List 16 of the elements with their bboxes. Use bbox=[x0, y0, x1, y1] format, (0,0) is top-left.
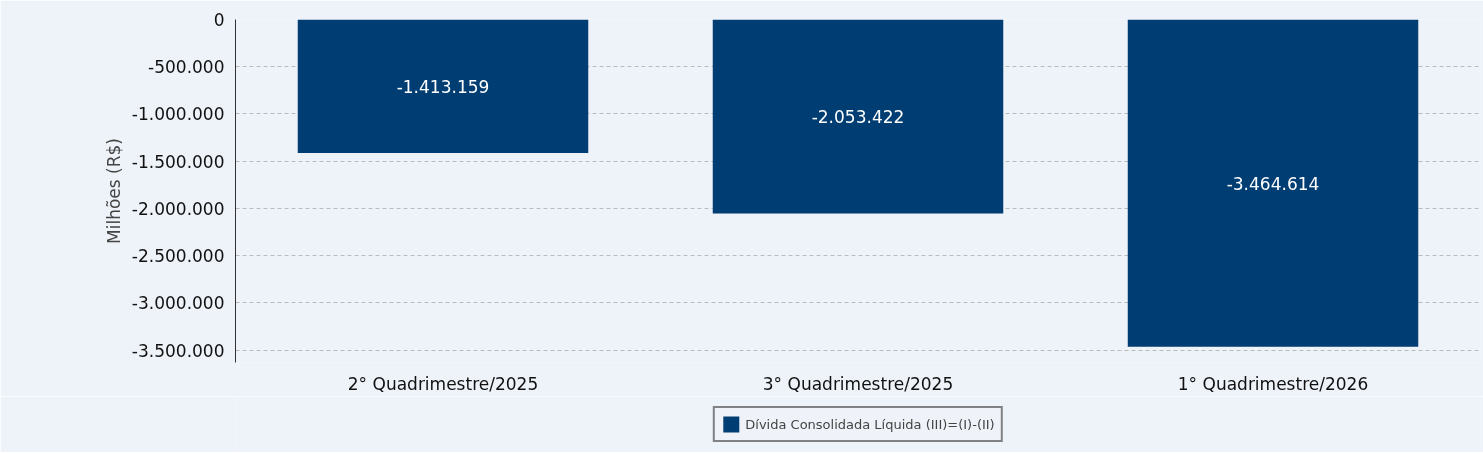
x-tick-label: 3° Quadrimestre/2025 bbox=[762, 373, 954, 394]
y-axis-title: Milhões (R$) bbox=[103, 138, 124, 244]
y-tick-label: -3.500.000 bbox=[131, 340, 225, 361]
data-label: -2.053.422 bbox=[811, 107, 905, 128]
y-tick-label: -2.000.000 bbox=[131, 198, 225, 219]
y-tick-label: -2.500.000 bbox=[131, 246, 225, 267]
x-tick-label: 2° Quadrimestre/2025 bbox=[347, 373, 539, 394]
data-label: -3.464.614 bbox=[1226, 173, 1320, 194]
x-tick-label: 1° Quadrimestre/2026 bbox=[1177, 373, 1369, 394]
data-label: -1.413.159 bbox=[396, 76, 490, 97]
y-tick-label: 0 bbox=[213, 10, 225, 30]
y-tick-label: -1.500.000 bbox=[131, 151, 225, 172]
y-tick-label: -500.000 bbox=[148, 57, 225, 78]
y-tick-label: -3.000.000 bbox=[131, 293, 225, 314]
legend-label: Dívida Consolidada Líquida (III)=(I)-(II) bbox=[745, 416, 995, 432]
y-tick-label: -1.000.000 bbox=[131, 104, 225, 125]
